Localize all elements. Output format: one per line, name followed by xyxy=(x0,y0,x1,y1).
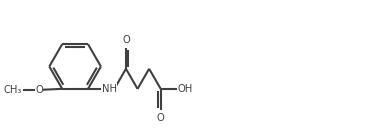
Text: CH₃: CH₃ xyxy=(4,85,22,95)
Text: O: O xyxy=(35,85,43,95)
Text: O: O xyxy=(157,113,164,123)
Text: NH: NH xyxy=(102,84,117,94)
Text: O: O xyxy=(122,35,130,45)
Text: OH: OH xyxy=(178,84,193,94)
